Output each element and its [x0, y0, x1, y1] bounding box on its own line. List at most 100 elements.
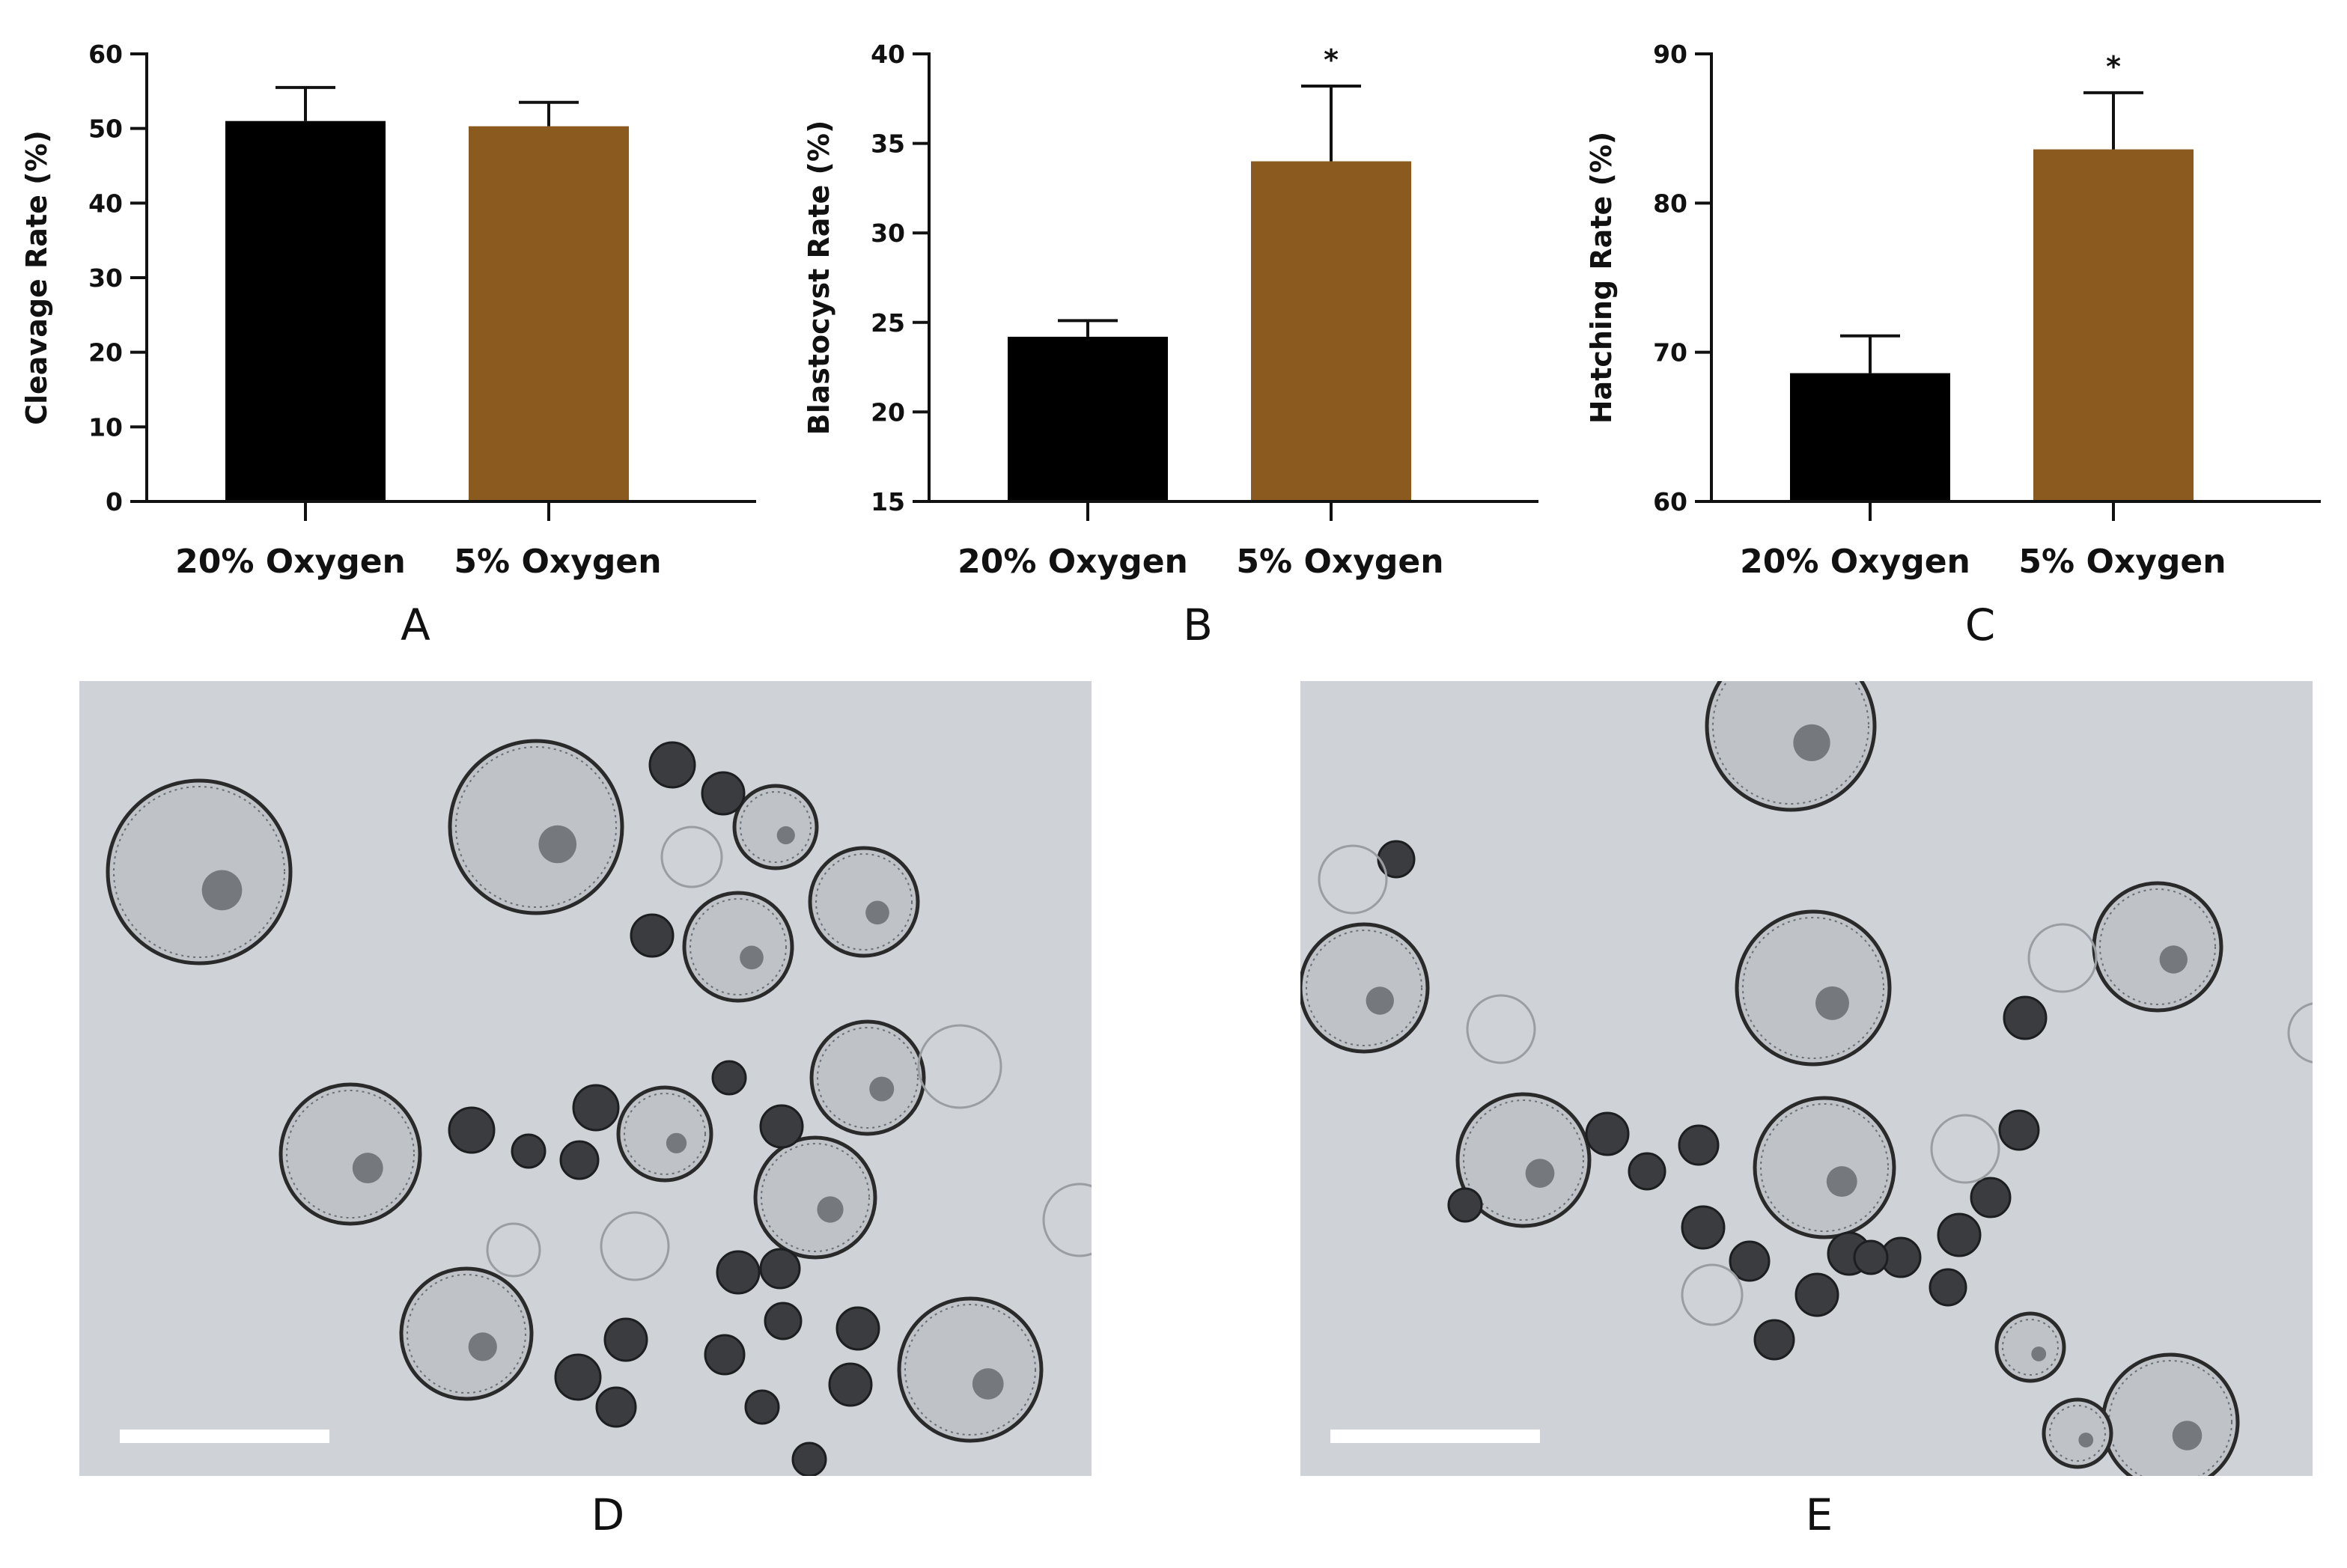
panel-label-e: E	[1805, 1489, 1833, 1540]
embryo-20	[711, 1060, 747, 1096]
embryo-23	[1929, 1268, 1967, 1307]
bar-2	[469, 126, 629, 501]
embryo-8-icm	[2172, 1421, 2203, 1450]
embryo-14	[630, 913, 675, 958]
embryo-32	[1318, 844, 1388, 915]
bar-2	[2033, 149, 2194, 501]
embryo-4-icm	[1366, 986, 1394, 1015]
y-tick-label-1: 70	[1653, 338, 1687, 367]
chart-b: 20% Oxygen * 5% Oxygen 15 20 25 30 35 40 Blastocy…	[803, 40, 1538, 650]
embryo-29	[1466, 994, 1536, 1064]
embryo-3-inner	[815, 853, 913, 951]
chart-c: 20% Oxygen * 5% Oxygen 60 70 80 90 Hatching Rat…	[1585, 40, 2321, 650]
micrograph-d-image	[106, 739, 1092, 1476]
embryo-22	[759, 1248, 801, 1290]
embryo-1-icm	[201, 870, 243, 911]
embryo-2-inner	[2099, 888, 2216, 1005]
embryo-33	[600, 1211, 670, 1281]
embryo-5-icm	[869, 1076, 895, 1102]
embryo-2-inner	[455, 746, 617, 908]
x-tick-label-1: 20% Oxygen	[958, 543, 1188, 581]
embryo-6-inner	[286, 1090, 415, 1218]
embryo-9-inner	[904, 1304, 1036, 1436]
embryo-24	[835, 1306, 880, 1351]
embryo-13	[1678, 1124, 1720, 1166]
bar-2	[1251, 161, 1411, 501]
y-tick-label-0: 60	[1653, 487, 1687, 516]
x-tick-label-1: 20% Oxygen	[175, 543, 406, 581]
embryo-9	[897, 1296, 1044, 1443]
micrograph-e-image	[1300, 681, 2313, 1476]
embryo-9-icm	[972, 1368, 1004, 1400]
embryo-34	[917, 1024, 1002, 1109]
embryo-1	[106, 778, 293, 965]
micrograph-d	[79, 681, 1092, 1476]
y-tick-label-5: 40	[871, 40, 905, 69]
embryo-31	[1681, 1263, 1744, 1326]
embryo-8	[753, 1135, 877, 1260]
y-tick-label-0: 0	[106, 487, 123, 516]
embryo-25	[603, 1317, 648, 1362]
y-tick-label-4: 35	[871, 129, 905, 159]
embryo-4-inner	[690, 898, 787, 995]
embryo-2	[448, 739, 624, 915]
embryo-6-icm	[1826, 1166, 1857, 1198]
embryo-2-icm	[2159, 945, 2188, 974]
embryo-24	[1753, 1319, 1795, 1361]
embryo-9-icm	[2078, 1433, 2094, 1447]
embryo-2-icm	[538, 825, 577, 864]
embryo-12	[1628, 1152, 1666, 1191]
embryo-1-inner	[113, 786, 285, 958]
embryo-17	[511, 1133, 547, 1169]
embryo-11	[732, 784, 819, 870]
micrograph-e	[1300, 681, 2313, 1476]
y-tick-label-2: 20	[88, 338, 123, 367]
embryo-1-icm	[1793, 724, 1830, 762]
embryo-7	[1994, 1311, 2066, 1383]
embryo-2	[2092, 881, 2223, 1013]
embryo-11-inner	[740, 791, 812, 863]
embryo-18	[559, 1140, 600, 1180]
embryo-7	[616, 1085, 713, 1183]
embryo-26	[554, 1353, 602, 1401]
y-tick-label-1: 20	[871, 397, 905, 427]
embryo-26	[1853, 1239, 1889, 1275]
embryo-6	[1753, 1096, 1896, 1239]
y-axis-title: Blastocyst Rate (%)	[803, 121, 835, 436]
embryo-11-icm	[776, 826, 795, 845]
embryo-10	[399, 1266, 534, 1401]
y-tick-label-4: 40	[88, 189, 123, 218]
embryo-11	[1585, 1111, 1630, 1156]
embryo-16	[1729, 1240, 1771, 1282]
embryo-1	[1705, 681, 1877, 812]
y-tick-label-2: 25	[871, 308, 905, 338]
embryo-5-inner	[1463, 1099, 1584, 1221]
significance-marker-2: *	[2106, 50, 2121, 83]
embryo-32	[660, 826, 723, 888]
bar-1	[1008, 336, 1168, 501]
panel-label: A	[401, 600, 430, 650]
scale-bar	[1330, 1430, 1540, 1443]
embryo-30	[744, 1389, 780, 1425]
x-tick-label-2: 5% Oxygen	[1236, 543, 1443, 581]
embryo-30	[2287, 1002, 2313, 1064]
embryo-21	[716, 1250, 761, 1295]
embryo-23	[764, 1302, 803, 1340]
embryo-7-icm	[666, 1132, 687, 1154]
embryo-25	[1795, 1272, 1839, 1317]
y-tick-label-1: 10	[88, 412, 123, 442]
embryo-29	[595, 1386, 637, 1428]
embryo-8-icm	[817, 1196, 844, 1223]
embryo-14	[1447, 1187, 1483, 1223]
embryo-10-icm	[468, 1332, 497, 1361]
x-tick-label-2: 5% Oxygen	[454, 543, 661, 581]
scale-bar	[120, 1430, 329, 1443]
embryo-8	[2101, 1352, 2240, 1476]
embryo-10	[1377, 840, 1416, 879]
embryo-8-inner	[761, 1143, 870, 1252]
y-tick-label-0: 15	[871, 487, 905, 516]
embryo-36	[486, 1222, 541, 1278]
y-tick-label-3: 30	[871, 219, 905, 248]
embryo-4	[682, 891, 794, 1003]
embryo-5	[1455, 1092, 1592, 1228]
